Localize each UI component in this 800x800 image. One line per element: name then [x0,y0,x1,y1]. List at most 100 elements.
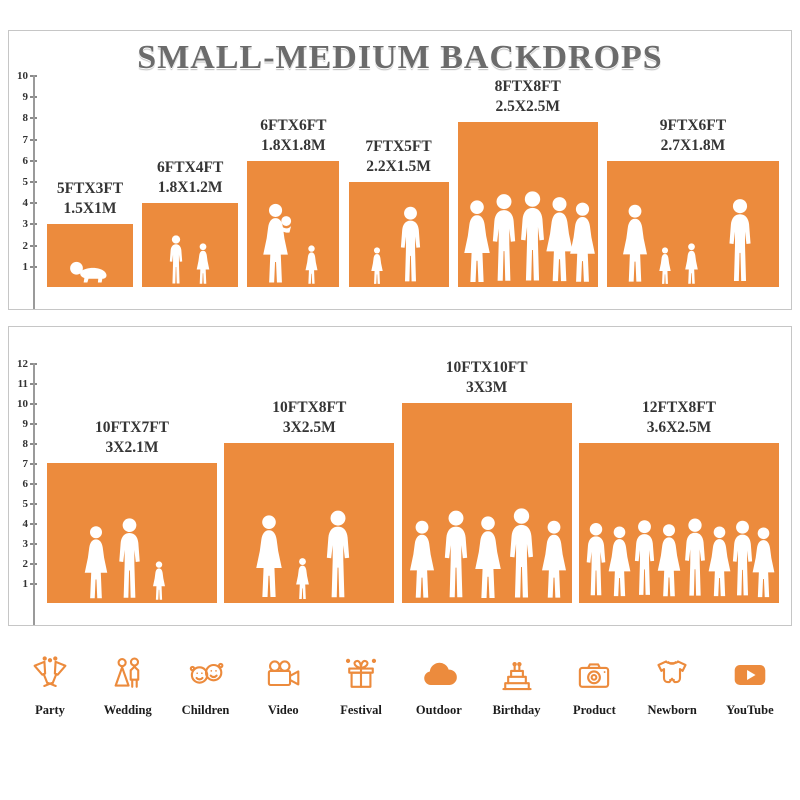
family-silhouette [256,510,350,599]
ruler-tick-mark [30,483,37,485]
backdrop-size-m: 3X2.5M [282,418,336,436]
top-backdrop-row: 5FTX3FT 1.5X1M 6FTX4FT 1.8X1.2M [47,77,779,287]
backdrop-size-m: 2.2X1.5M [366,157,431,175]
backdrop-rect [578,443,779,603]
category-festival: Festival [325,655,397,718]
backdrop-size-ft: 10FTX8FT [272,399,347,417]
category-label: Wedding [103,703,152,717]
ruler-tick-label: 8 [22,438,29,450]
birthday-cake-icon [502,661,532,691]
ruler-tick-mark [30,223,37,226]
ruler-tick-label: 10 [17,398,28,410]
backdrop-size-m: 3.6X2.5M [646,418,712,436]
backdrop-size-m: 2.7X1.8M [660,136,726,154]
backdrop-size-label: 10FTX7FT 3X2.1M [95,418,169,457]
group-silhouette [409,508,566,598]
ruler-tick-label: 9 [22,418,29,430]
ruler-tick-label: 6 [22,154,29,167]
ruler-tick-mark [30,75,37,77]
page-title: SMALL-MEDIUM BACKDROPS [137,39,663,76]
backdrop-size-label: 10FTX10FT 3X3M [446,358,528,397]
backdrop-size-m: 1.8X1.2M [157,178,223,196]
ruler-tick-mark [30,503,37,505]
ruler-tick-mark [30,117,37,120]
ruler-tick-label: 4 [22,197,29,210]
bottom-panel: 12 11 10 9 8 7 6 5 4 3 2 1 10FTX7FT 3X2.… [8,326,792,626]
category-label: YouTube [726,703,774,717]
baby-silhouette [70,261,107,283]
backdrop-rect [47,224,133,287]
ruler-tick-label: 9 [22,91,29,104]
backdrop-rect [348,182,449,287]
backdrop-size-label: 10FTX8FT 3X2.5M [272,398,346,437]
ruler-tick: 1 [13,261,37,287]
backdrop-size-ft: 6FTX4FT [157,159,224,177]
backdrop-size-label: 7FTX5FT 2.2X1.5M [365,137,431,176]
backdrop-size-m: 2.5X2.5M [495,97,561,115]
backdrop-size-ft: 6FTX6FT [260,117,327,135]
backdrop-size-label: 5FTX3FT 1.5X1M [57,179,123,218]
ruler-tick-label: 6 [22,478,29,490]
backdrop-rect [606,161,779,287]
newborn-onesie-icon [657,660,687,684]
ruler-tick-label: 3 [22,218,29,231]
ruler-tick-label: 4 [22,518,29,530]
party-glasses-icon [33,656,67,688]
backdrop-size-m: 1.5X1M [63,199,117,217]
category-label: Product [572,703,616,717]
backdrop-size-ft: 12FTX8FT [641,399,717,417]
category-newborn: Newborn [636,655,708,718]
kids-silhouette [169,235,210,284]
mother-child-silhouette [263,203,318,284]
top-panel: SMALL-MEDIUM BACKDROPS 10 9 8 7 6 5 4 3 … [8,30,792,310]
ruler-tick-mark [30,159,37,162]
category-label: Children [181,703,230,717]
product-camera-icon [579,663,610,688]
outdoor-cloud-icon [424,662,457,685]
backdrop-rect [457,122,598,287]
ruler-tick-mark [30,403,37,405]
backdrop-10x10: 10FTX10FT 3X3M [401,358,572,603]
category-label: Birthday [492,703,541,717]
ruler-tick-mark [30,423,37,425]
backdrop-size-ft: 10FTX10FT [445,359,528,377]
category-product: Product [558,655,630,718]
backdrop-size-ft: 5FTX3FT [56,180,124,198]
backdrop-size-m: 3X3M [465,378,508,396]
ruler-tick-label: 2 [22,239,29,252]
backdrop-10x8: 10FTX8FT 3X2.5M [224,398,395,603]
children-faces-icon [189,662,223,684]
backdrop-size-label: 9FTX6FT 2.7X1.8M [660,116,726,155]
father-child-silhouette [370,206,420,284]
backdrop-8x8: 8FTX8FT 2.5X2.5M [457,77,598,287]
category-party: Party [14,655,86,718]
backdrop-6x4: 6FTX4FT 1.8X1.2M [142,158,239,287]
ruler-tick-mark [30,583,37,585]
category-birthday: Birthday [481,655,553,718]
backdrop-size-m: 1.8X1.8M [261,136,326,154]
ruler-tick-label: 1 [22,260,29,273]
backdrop-12x8: 12FTX8FT 3.6X2.5M [578,398,779,603]
ruler-tick-mark [30,180,37,183]
category-row: Party Wedding [14,655,786,718]
ruler-tick-label: 7 [22,133,29,146]
category-wedding: Wedding [92,655,164,718]
ruler-tick-mark [30,383,37,385]
backdrop-size-label: 8FTX8FT 2.5X2.5M [495,77,561,116]
backdrop-rect [401,403,572,603]
backdrop-size-label: 12FTX8FT 3.6X2.5M [642,398,716,437]
backdrop-6x6: 6FTX6FT 1.8X1.8M [247,116,340,287]
ruler-tick-label: 12 [17,358,28,370]
bottom-backdrop-row: 10FTX7FT 3X2.1M 10FTX8FT 3X2.5M [47,358,779,603]
category-youtube: YouTube [714,655,786,718]
ruler-tick-mark [30,543,37,545]
ruler-tick-mark [30,265,37,268]
category-label: Outdoor [415,703,462,717]
festival-gift-icon [346,658,377,688]
ruler-tick-label: 7 [22,458,29,470]
category-label: Newborn [647,703,697,717]
ruler-tick-label: 11 [17,378,28,390]
backdrop-rect [47,463,217,603]
category-label: Festival [340,703,382,717]
